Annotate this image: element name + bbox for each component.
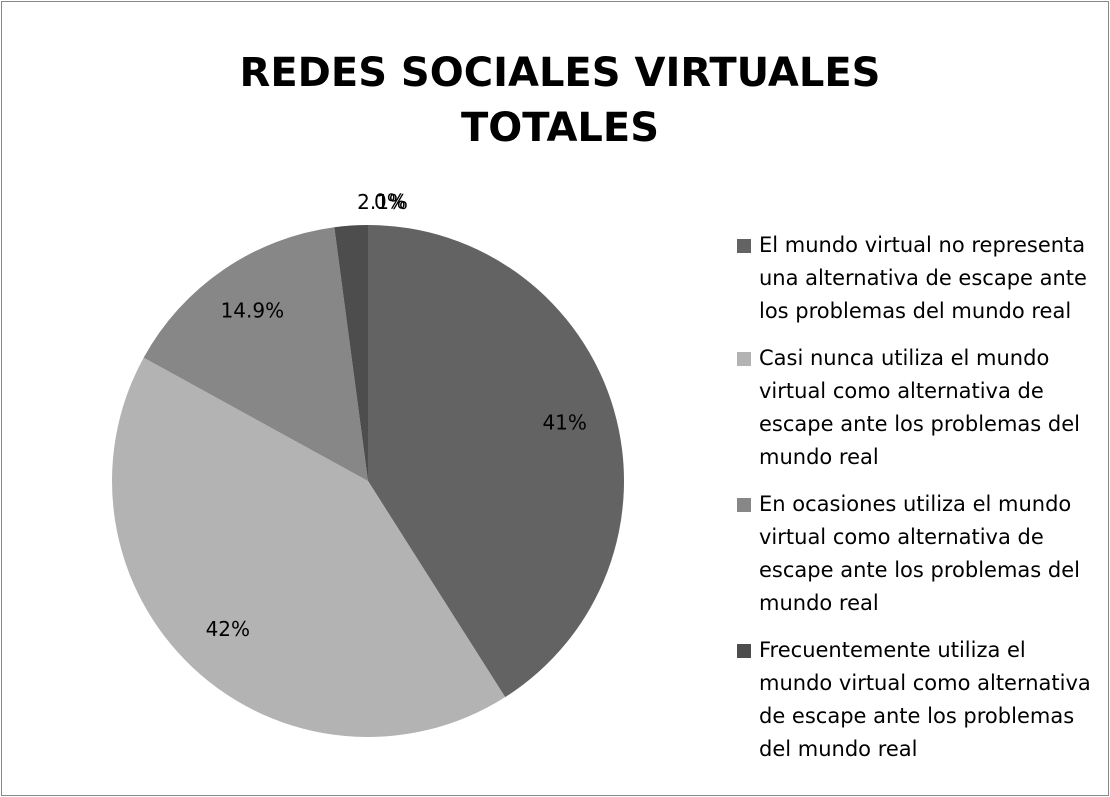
pie-slice <box>111 357 506 737</box>
legend-label: El mundo virtual no representa una alter… <box>759 233 1087 323</box>
legend-item: El mundo virtual no representa una alter… <box>734 229 1100 328</box>
pie-slice <box>143 227 368 481</box>
legend-label: Casi nunca utiliza el mundo virtual como… <box>759 346 1080 469</box>
data-label: 14.9% <box>221 298 285 322</box>
legend-item: En ocasiones utiliza el mundo virtual co… <box>734 488 1100 620</box>
legend-swatch <box>737 498 751 512</box>
pie-slice <box>334 225 368 481</box>
data-label: 41% <box>542 410 586 434</box>
pie-slice <box>368 225 624 698</box>
legend-swatch <box>737 239 751 253</box>
data-label: 2.1% <box>357 190 408 214</box>
data-label: 42% <box>206 617 250 641</box>
legend: El mundo virtual no representa una alter… <box>734 229 1100 766</box>
legend-item: Casi nunca utiliza el mundo virtual como… <box>734 342 1100 474</box>
legend-swatch <box>737 352 751 366</box>
legend-swatch <box>737 644 751 658</box>
data-label: 0% <box>374 190 406 214</box>
legend-label: En ocasiones utiliza el mundo virtual co… <box>759 492 1080 615</box>
legend-item: Frecuentemente utiliza el mundo virtual … <box>734 634 1100 766</box>
chart-title: REDES SOCIALES VIRTUALES TOTALES <box>240 50 881 151</box>
legend-label: Frecuentemente utiliza el mundo virtual … <box>759 638 1091 761</box>
